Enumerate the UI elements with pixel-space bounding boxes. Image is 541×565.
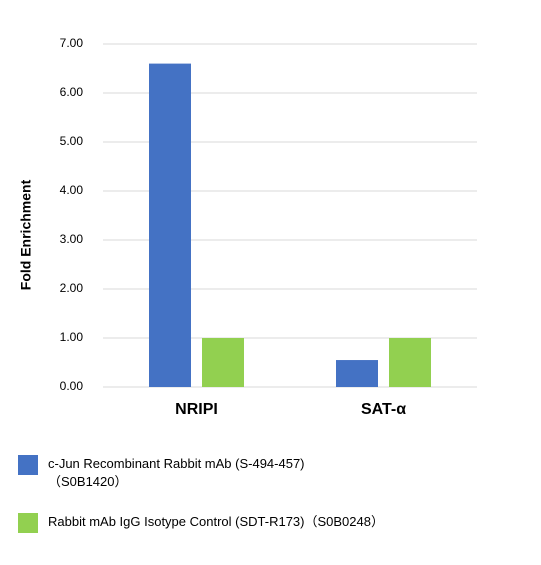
- y-tick-label: 6.00: [60, 85, 84, 99]
- bar: [202, 338, 244, 387]
- chart: Fold Enrichment 0.00 1.00 2.00 3.00 4.00 5.00…: [18, 36, 477, 418]
- y-tick-label: 1.00: [60, 330, 84, 344]
- y-tick-label: 0.00: [60, 379, 84, 393]
- y-tick-label: 7.00: [60, 36, 84, 50]
- legend-label: Rabbit mAb IgG Isotype Control (SDT-R173…: [48, 514, 384, 529]
- y-tick-label: 5.00: [60, 134, 84, 148]
- y-tick-label: 3.00: [60, 232, 84, 246]
- legend-item: c-Jun Recombinant Rabbit mAb (S-494-457)…: [18, 455, 305, 491]
- legend-label: c-Jun Recombinant Rabbit mAb (S-494-457)…: [48, 456, 305, 489]
- x-tick-label: SAT-α: [361, 401, 406, 418]
- y-axis-label: Fold Enrichment: [18, 179, 34, 290]
- legend-swatch: [18, 455, 38, 475]
- bar: [336, 360, 378, 387]
- legend-swatch: [18, 513, 38, 533]
- bar: [389, 338, 431, 387]
- legend-item: Rabbit mAb IgG Isotype Control (SDT-R173…: [18, 513, 384, 533]
- bar: [149, 63, 191, 387]
- y-tick-label: 2.00: [60, 281, 84, 295]
- x-tick-label: NRIPI: [175, 401, 218, 418]
- y-tick-label: 4.00: [60, 183, 84, 197]
